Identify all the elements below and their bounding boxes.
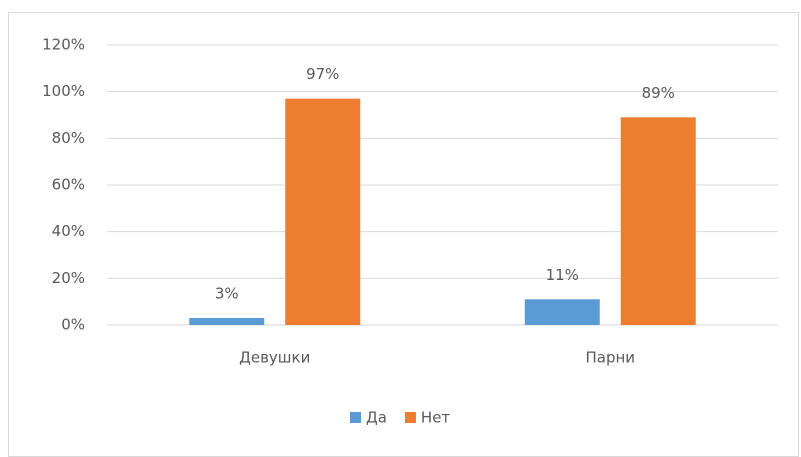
bar xyxy=(285,98,361,326)
legend-label: Нет xyxy=(421,409,451,427)
x-tick-label: Девушки xyxy=(239,349,310,367)
data-label: 11% xyxy=(546,266,579,284)
y-tick-label: 60% xyxy=(52,176,85,194)
legend-swatch xyxy=(350,412,361,423)
bar xyxy=(189,318,265,325)
y-tick-label: 100% xyxy=(42,82,85,100)
data-label: 3% xyxy=(215,285,239,303)
y-tick-label: 120% xyxy=(42,36,85,54)
y-tick-label: 80% xyxy=(52,129,85,147)
x-tick-label: Парни xyxy=(585,349,635,367)
legend-swatch xyxy=(404,412,416,423)
y-tick-label: 0% xyxy=(61,316,85,334)
data-label: 89% xyxy=(642,84,675,102)
y-tick-label: 40% xyxy=(52,222,85,240)
bar xyxy=(524,299,600,325)
data-label: 97% xyxy=(306,65,339,83)
bar xyxy=(620,117,696,325)
legend-label: Да xyxy=(366,409,387,427)
y-tick-label: 20% xyxy=(52,269,85,287)
